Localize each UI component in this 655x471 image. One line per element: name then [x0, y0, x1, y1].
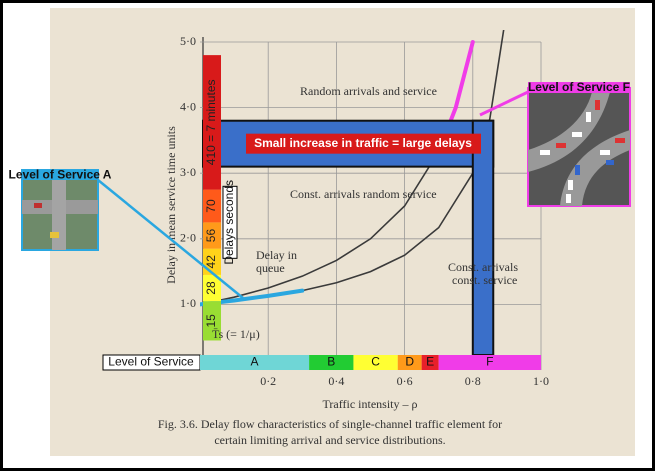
caption: Fig. 3.6. Delay flow characteristics of … [158, 417, 502, 431]
annotation: const. service [452, 273, 517, 287]
los-segment-label: E [426, 355, 434, 369]
x-tick-label: 0·2 [260, 374, 276, 388]
car [34, 203, 42, 208]
annotation: Delay in [256, 248, 297, 262]
y-tick-label: 3·0 [180, 165, 196, 179]
annotation: Const. arrivals random service [290, 187, 437, 201]
delay-label: 15 [204, 314, 218, 328]
x-tick-label: 1·0 [533, 374, 549, 388]
annotation: queue [256, 261, 285, 275]
x-tick-label: 0·6 [397, 374, 413, 388]
x-tick-label: 0·8 [465, 374, 481, 388]
inset-label: Level of Service F [528, 80, 630, 94]
x-axis-label: Traffic intensity – ρ [323, 397, 418, 411]
los-segment-label: B [327, 355, 335, 369]
delay-label: 28 [204, 281, 218, 295]
los-segment-label: C [371, 355, 380, 369]
delay-band [473, 121, 493, 355]
car [50, 232, 59, 238]
los-segment-label: F [486, 355, 493, 369]
los-segment-label: A [251, 355, 259, 369]
road [52, 180, 66, 250]
inset-label: Level of Service A [9, 168, 112, 182]
annotation: T̄s (= 1/μ) [212, 327, 260, 341]
figure: 1·0 2·0 3·0 4·0 5·0 0·2 0·4 0·6 0·8 1·0 Small incr… [0, 0, 655, 471]
y-axis-label: Delay in mean service time units [164, 126, 178, 284]
x-tick-label: 0·4 [328, 374, 344, 388]
note: Small increase in traffic = large delays [254, 136, 472, 150]
y-tick-label: 2·0 [180, 231, 196, 245]
delay-label: 70 [204, 199, 218, 213]
y-tick-label: 4·0 [180, 99, 196, 113]
los-label: Level of Service [108, 355, 194, 369]
delay-label: 42 [204, 255, 218, 269]
delay-label: 410 = 7 minutes [204, 79, 218, 165]
los-segment-label: D [405, 355, 414, 369]
delay-title: Delays seconds [222, 180, 236, 265]
paper [50, 8, 635, 456]
delay-label: 56 [204, 229, 218, 243]
y-tick-label: 5·0 [180, 34, 196, 48]
annotation: Const. arrivals [448, 260, 518, 274]
annotation: Random arrivals and service [300, 84, 437, 98]
y-tick-label: 1·0 [180, 296, 196, 310]
caption: certain limiting arrival and service dis… [214, 433, 445, 447]
